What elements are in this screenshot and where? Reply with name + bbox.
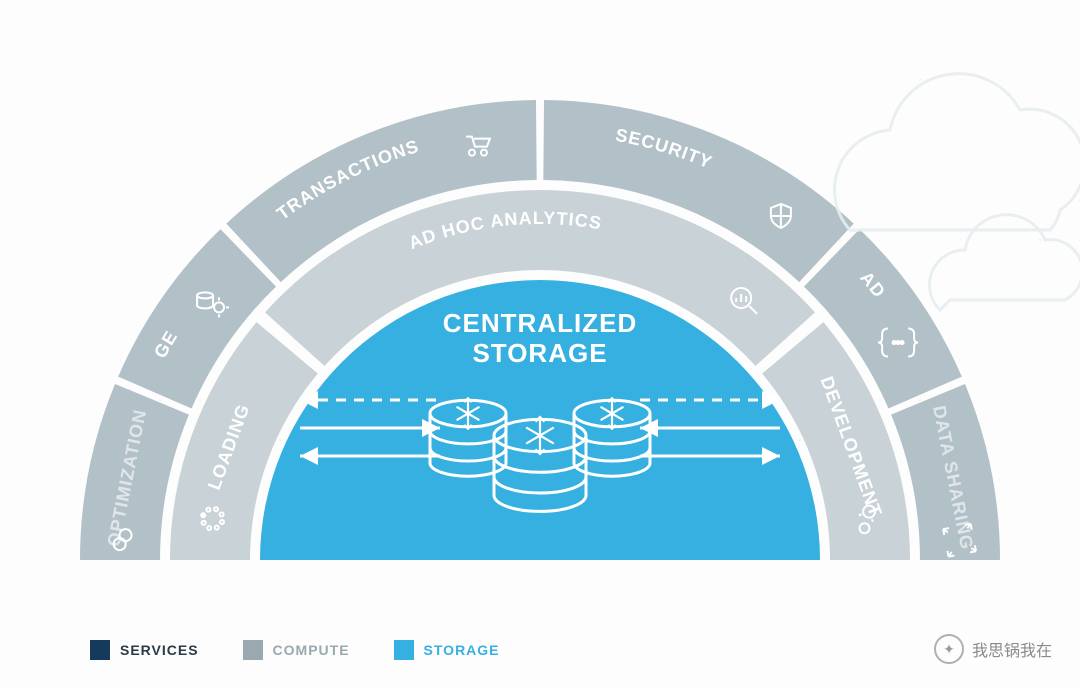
diagram-canvas: LOADING AD HOC ANALYTICSDEVELOPMENTOPTIM… — [0, 0, 1080, 688]
arc-diagram-svg: LOADING AD HOC ANALYTICSDEVELOPMENTOPTIM… — [0, 0, 1080, 688]
svg-text:MANAGEMENT: MANAGEMENT — [0, 0, 181, 361]
wechat-icon: ✦ — [934, 634, 964, 664]
watermark: ✦ 我思锅我在 — [934, 634, 1052, 664]
legend: SERVICES COMPUTE STORAGE — [90, 640, 500, 660]
legend-label: COMPUTE — [273, 642, 350, 658]
svg-text:STORAGE: STORAGE — [472, 338, 607, 368]
legend-label: STORAGE — [424, 642, 500, 658]
legend-swatch — [243, 640, 263, 660]
legend-swatch — [394, 640, 414, 660]
legend-item-storage: STORAGE — [394, 640, 500, 660]
legend-item-services: SERVICES — [90, 640, 199, 660]
legend-label: SERVICES — [120, 642, 199, 658]
legend-item-compute: COMPUTE — [243, 640, 350, 660]
watermark-text: 我思锅我在 — [972, 637, 1052, 661]
legend-swatch — [90, 640, 110, 660]
svg-text:CENTRALIZED: CENTRALIZED — [443, 308, 637, 338]
